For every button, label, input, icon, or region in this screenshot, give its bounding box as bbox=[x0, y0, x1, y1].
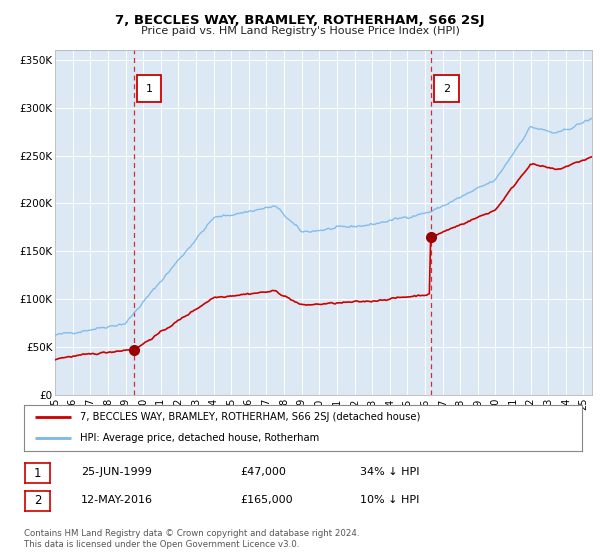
Text: 2: 2 bbox=[34, 494, 41, 507]
Text: 1: 1 bbox=[146, 83, 152, 94]
Text: Contains HM Land Registry data © Crown copyright and database right 2024.
This d: Contains HM Land Registry data © Crown c… bbox=[24, 529, 359, 549]
Text: 12-MAY-2016: 12-MAY-2016 bbox=[81, 494, 153, 505]
Text: 7, BECCLES WAY, BRAMLEY, ROTHERHAM, S66 2SJ: 7, BECCLES WAY, BRAMLEY, ROTHERHAM, S66 … bbox=[115, 14, 485, 27]
Text: HPI: Average price, detached house, Rotherham: HPI: Average price, detached house, Roth… bbox=[80, 433, 319, 444]
Text: 2: 2 bbox=[443, 83, 450, 94]
Text: £47,000: £47,000 bbox=[240, 467, 286, 477]
FancyBboxPatch shape bbox=[434, 75, 458, 102]
Text: 34% ↓ HPI: 34% ↓ HPI bbox=[360, 467, 419, 477]
FancyBboxPatch shape bbox=[137, 75, 161, 102]
Text: Price paid vs. HM Land Registry's House Price Index (HPI): Price paid vs. HM Land Registry's House … bbox=[140, 26, 460, 36]
Text: £165,000: £165,000 bbox=[240, 494, 293, 505]
Text: 25-JUN-1999: 25-JUN-1999 bbox=[81, 467, 152, 477]
Text: 1: 1 bbox=[34, 466, 41, 480]
Text: 10% ↓ HPI: 10% ↓ HPI bbox=[360, 494, 419, 505]
Text: 7, BECCLES WAY, BRAMLEY, ROTHERHAM, S66 2SJ (detached house): 7, BECCLES WAY, BRAMLEY, ROTHERHAM, S66 … bbox=[80, 412, 420, 422]
